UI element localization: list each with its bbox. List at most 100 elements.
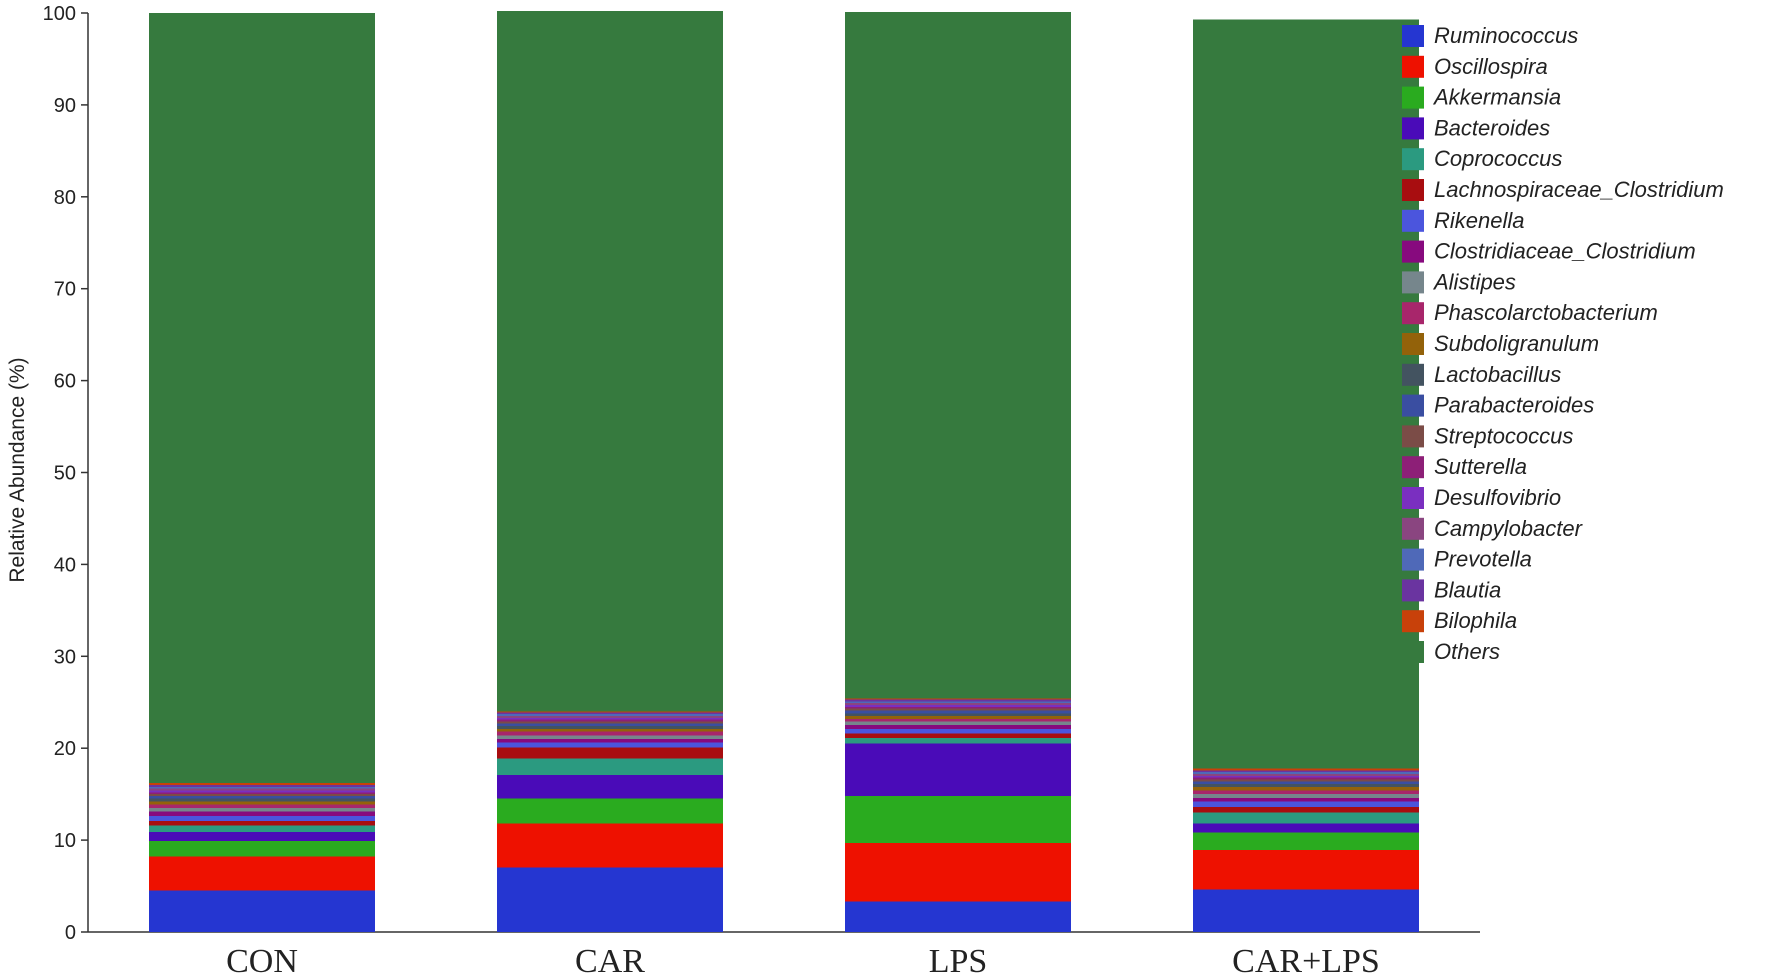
legend-item-bilophila: Bilophila (1402, 608, 1517, 633)
bar-segment-phascolarctobacterium (844, 718, 1072, 722)
bar-segment-lactobacillus (148, 798, 376, 802)
bar-segment-parabacteroides (844, 710, 1072, 714)
bar-segment-lachnospiraceae-clostridium (1192, 807, 1420, 813)
legend-swatch (1402, 641, 1424, 663)
bar-segment-phascolarctobacterium (148, 804, 376, 808)
x-tick-label-car: CAR (575, 943, 645, 978)
legend-item-others: Others (1402, 639, 1500, 664)
legend-item-prevotella: Prevotella (1402, 547, 1532, 572)
legend-label: Parabacteroides (1434, 393, 1594, 418)
bar-segment-ruminococcus (148, 890, 376, 932)
legend-item-phascolarctobacterium: Phascolarctobacterium (1402, 300, 1658, 325)
bar-segment-oscillospira (148, 856, 376, 891)
legend-swatch (1402, 179, 1424, 201)
legend-label: Phascolarctobacterium (1434, 300, 1658, 325)
bar-segment-ruminococcus (844, 901, 1072, 932)
bar-segment-coprococcus (148, 825, 376, 832)
bar-segment-parabacteroides (496, 723, 724, 727)
bars (148, 11, 1420, 932)
bar-con (148, 13, 376, 932)
y-tick-label: 50 (54, 463, 76, 485)
legend-item-alistipes: Alistipes (1402, 269, 1516, 294)
legend-label: Bacteroides (1434, 115, 1550, 140)
legend-swatch (1402, 517, 1424, 540)
y-tick-label: 100 (43, 3, 76, 25)
y-axis-title: Relative Abundance (%) (6, 357, 29, 582)
bar-segment-parabacteroides (1192, 781, 1420, 785)
bar-segment-sutterella (148, 792, 376, 795)
legend-label: Desulfovibrio (1434, 485, 1561, 510)
y-tick-label: 40 (54, 554, 76, 576)
bar-segment-bacteroides (1192, 823, 1420, 833)
legend-swatch (1402, 86, 1424, 109)
bar-segment-akkermansia (148, 841, 376, 857)
bar-segment-desulfovibrio (148, 790, 376, 793)
bar-segment-coprococcus (844, 738, 1072, 744)
bar-segment-coprococcus (1192, 812, 1420, 824)
bar-segment-oscillospira (496, 823, 724, 868)
legend-swatch (1402, 363, 1424, 386)
bar-segment-campylobacter (148, 788, 376, 791)
legend-swatch (1402, 117, 1424, 140)
legend: Ruminococcus Oscillospira Akkermansia Bacte… (1402, 23, 1724, 664)
y-tick-label: 70 (54, 279, 76, 301)
legend-label: Subdoligranulum (1434, 331, 1599, 356)
legend-label: Alistipes (1432, 269, 1516, 294)
x-tick-label-car-lps: CAR+LPS (1232, 943, 1380, 978)
legend-item-desulfovibrio: Desulfovibrio (1402, 485, 1561, 510)
legend-item-blautia: Blautia (1402, 577, 1501, 602)
legend-label: Ruminococcus (1434, 23, 1578, 48)
bar-segment-bilophila (496, 711, 724, 713)
bar-segment-lachnospiraceae-clostridium (844, 733, 1072, 739)
legend-label: Lachnospiraceae_Clostridium (1434, 177, 1724, 202)
bar-segment-phascolarctobacterium (496, 731, 724, 736)
bar-segment-sutterella (496, 719, 724, 722)
bar-segment-desulfovibrio (1192, 775, 1420, 778)
legend-swatch (1402, 302, 1424, 325)
bar-segment-bilophila (148, 783, 376, 785)
legend-label: Sutterella (1434, 454, 1527, 479)
bar-segment-ruminococcus (496, 867, 724, 932)
bar-segment-subdoligranulum (496, 728, 724, 732)
x-axis: CON CAR LPS CAR+LPS (88, 931, 1480, 978)
legend-swatch (1402, 548, 1424, 571)
legend-item-parabacteroides: Parabacteroides (1402, 393, 1594, 418)
y-tick-label: 80 (54, 187, 76, 209)
bar-segment-clostridiaceae-clostridium (1192, 797, 1420, 802)
legend-item-oscillospira: Oscillospira (1402, 54, 1548, 79)
legend-item-rikenella: Rikenella (1402, 208, 1525, 233)
bar-segment-coprococcus (496, 758, 724, 775)
bar-segment-prevotella (844, 701, 1072, 704)
bar-segment-rikenella (148, 816, 376, 821)
legend-item-coprococcus: Coprococcus (1402, 146, 1562, 171)
bar-segment-alistipes (496, 735, 724, 740)
legend-swatch (1402, 425, 1424, 448)
bar-segment-akkermansia (496, 798, 724, 824)
bar-segment-subdoligranulum (1192, 786, 1420, 791)
bar-segment-bacteroides (844, 743, 1072, 796)
bar-segment-lachnospiraceae-clostridium (148, 820, 376, 826)
bar-segment-lachnospiraceae-clostridium (496, 747, 724, 759)
bar-segment-phascolarctobacterium (1192, 790, 1420, 795)
bar-segment-lactobacillus (844, 713, 1072, 717)
y-tick-label: 10 (54, 830, 76, 852)
legend-swatch (1402, 610, 1424, 633)
legend-label: Blautia (1434, 577, 1501, 602)
bar-segment-campylobacter (1192, 773, 1420, 776)
bar-segment-others (1192, 19, 1420, 769)
legend-item-sutterella: Sutterella (1402, 454, 1527, 479)
bar-segment-campylobacter (496, 716, 724, 718)
legend-swatch (1402, 25, 1424, 47)
legend-label: Streptococcus (1434, 423, 1573, 448)
bar-car (496, 11, 724, 932)
bar-segment-bilophila (844, 698, 1072, 700)
bar-segment-sutterella (1192, 777, 1420, 780)
legend-label: Bilophila (1434, 608, 1517, 633)
legend-item-clostridiaceae-clostridium: Clostridiaceae_Clostridium (1402, 239, 1696, 264)
legend-label: Lactobacillus (1434, 362, 1561, 387)
y-tick-label: 90 (54, 95, 76, 117)
bar-segment-desulfovibrio (496, 717, 724, 720)
bar-segment-rikenella (1192, 801, 1420, 808)
bar-segment-others (148, 13, 376, 784)
bar-segment-blautia (844, 699, 1072, 702)
